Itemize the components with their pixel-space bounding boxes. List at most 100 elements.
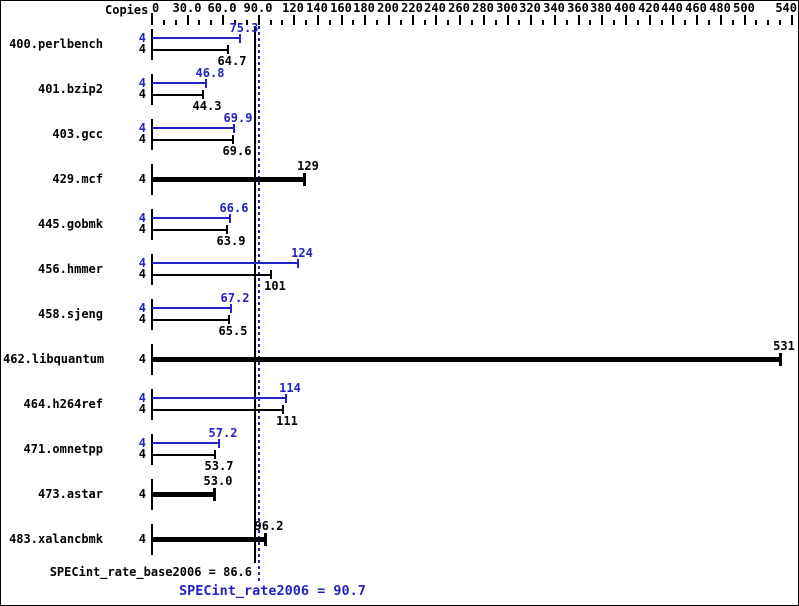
peak-value-label: 75.3 (229, 21, 259, 35)
base-bar (152, 454, 215, 456)
axis-minor-tick (566, 20, 568, 25)
peak-bar-end-tick (239, 34, 241, 43)
peak-bar (152, 262, 298, 264)
axis-tick-label: 340 (543, 1, 565, 15)
axis-major-tick (293, 15, 295, 25)
combined-bar (152, 537, 265, 542)
combined-bar (152, 177, 304, 182)
base-copies-label: 4 (138, 222, 146, 236)
peak-bar (152, 127, 234, 129)
axis-major-tick (317, 15, 319, 25)
axis-tick-label: 280 (472, 1, 494, 15)
row-axis-segment (151, 209, 153, 240)
axis-minor-tick (198, 20, 200, 25)
base-bar (152, 94, 203, 96)
value-label: 53.0 (203, 474, 233, 488)
peak-value-label: 46.8 (195, 66, 225, 80)
row-axis-segment (151, 254, 153, 285)
peak-copies-label: 4 (138, 391, 146, 405)
base-value-label: 65.5 (218, 324, 248, 338)
axis-tick-label: 360 (567, 1, 589, 15)
base-copies-label: 4 (138, 447, 146, 461)
axis-major-tick (791, 15, 793, 25)
peak-copies-label: 4 (138, 436, 146, 450)
axis-minor-tick (447, 20, 449, 25)
base-summary-label: SPECint_rate_base2006 = 86.6 (49, 565, 252, 579)
axis-minor-tick (708, 20, 710, 25)
base-bar (152, 319, 229, 321)
axis-major-tick (388, 15, 390, 25)
axis-tick-label: 480 (709, 1, 731, 15)
base-bar (152, 274, 271, 276)
benchmark-label: 464.h264ref (23, 397, 103, 411)
peak-value-label: 67.2 (220, 291, 250, 305)
base-value-label: 44.3 (192, 99, 222, 113)
axis-minor-tick (270, 20, 272, 25)
benchmark-label: 462.libquantum (3, 352, 105, 366)
axis-minor-tick (246, 20, 248, 25)
axis-major-tick (222, 15, 224, 25)
benchmark-label: 473.astar (37, 487, 103, 501)
axis-minor-tick (175, 20, 177, 25)
base-copies-label: 4 (138, 267, 146, 281)
axis-major-tick (459, 15, 461, 25)
axis-tick-label: 160 (330, 1, 352, 15)
axis-tick-label: 120 (282, 1, 304, 15)
peak-bar (152, 217, 230, 219)
row-axis-segment (151, 389, 153, 420)
base-bar-end-tick (282, 405, 284, 414)
axis-major-tick (578, 15, 580, 25)
axis-tick-label: 500 (733, 1, 755, 15)
axis-major-tick (151, 13, 153, 25)
axis-minor-tick (637, 20, 639, 25)
axis-tick-label: 420 (638, 1, 660, 15)
peak-copies-label: 4 (138, 31, 146, 45)
peak-copies-label: 4 (138, 256, 146, 270)
combined-bar-end-tick (213, 488, 216, 501)
benchmark-label: 458.sjeng (37, 307, 103, 321)
base-bar-end-tick (270, 270, 272, 279)
axis-tick-label: 240 (424, 1, 446, 15)
row-axis-segment (151, 29, 153, 60)
axis-major-tick (258, 15, 260, 25)
axis-minor-tick (163, 20, 165, 25)
axis-minor-tick (210, 20, 212, 25)
axis-minor-tick (400, 20, 402, 25)
peak-bar-end-tick (229, 214, 231, 223)
axis-tick-label: 300 (496, 1, 518, 15)
peak-copies-label: 4 (138, 121, 146, 135)
peak-bar (152, 307, 231, 309)
copies-label: 4 (138, 532, 146, 546)
benchmark-label: 400.perlbench (9, 37, 103, 51)
axis-minor-tick (732, 20, 734, 25)
peak-bar-end-tick (285, 394, 287, 403)
axis-tick-label: 320 (519, 1, 541, 15)
axis-minor-tick (755, 20, 757, 25)
combined-bar (152, 492, 214, 497)
axis-major-tick (507, 15, 509, 25)
axis-tick-label: 460 (685, 1, 707, 15)
peak-value-label: 66.6 (219, 201, 249, 215)
base-bar (152, 49, 228, 51)
axis-tick-label: 60.0 (207, 1, 237, 15)
benchmark-label: 429.mcf (52, 172, 103, 186)
base-copies-label: 4 (138, 87, 146, 101)
peak-value-label: 114 (279, 381, 301, 395)
axis-major-tick (744, 15, 746, 25)
axis-major-tick (601, 15, 603, 25)
axis-tick-label: 440 (661, 1, 683, 15)
base-copies-label: 4 (138, 132, 146, 146)
base-value-label: 111 (276, 414, 298, 428)
peak-bar-end-tick (205, 79, 207, 88)
axis-minor-tick (329, 20, 331, 25)
row-axis-segment (151, 74, 153, 105)
axis-major-tick (720, 15, 722, 25)
peak-bar-end-tick (230, 304, 232, 313)
peak-copies-label: 4 (138, 76, 146, 90)
axis-tick-label: 0 (152, 1, 160, 15)
row-axis-segment (151, 434, 153, 465)
axis-minor-tick (542, 20, 544, 25)
base-copies-label: 4 (138, 312, 146, 326)
benchmark-label: 483.xalancbmk (9, 532, 103, 546)
